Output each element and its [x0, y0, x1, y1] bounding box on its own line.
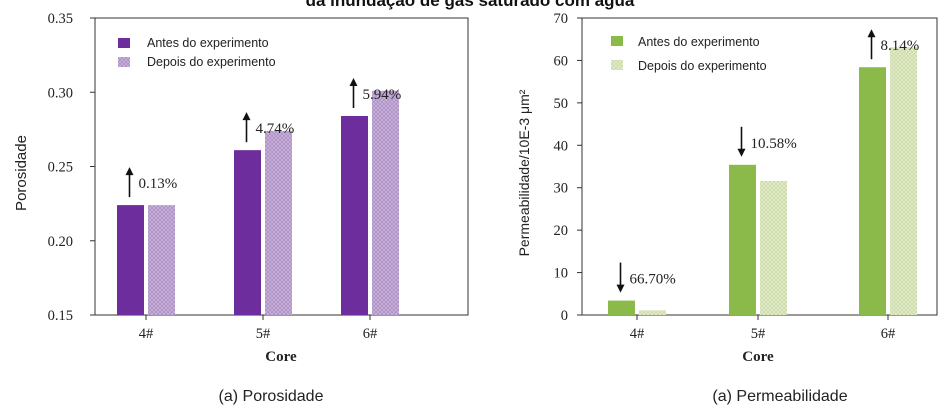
x-tick-label: 6# — [881, 326, 896, 342]
legend-label-after: Depois do experimento — [147, 55, 276, 69]
bar-after-6# — [890, 47, 917, 315]
y-tick-label: 40 — [554, 138, 569, 154]
arrow-up-icon — [125, 167, 134, 176]
chart-permeability-plot-frame — [581, 17, 938, 316]
bar-after-4# — [148, 205, 175, 315]
y-tick-label: 70 — [554, 11, 569, 27]
chart-permeability-xticks: 4# 5# 6# — [630, 315, 896, 342]
annotation-label: 66.70% — [630, 272, 676, 288]
y-tick-label: 0.15 — [48, 308, 73, 324]
chart-porosity-yticks: 0.15 0.20 0.25 0.30 0.35 — [48, 11, 95, 324]
bar-after-4# — [639, 310, 666, 315]
x-tick-label: 6# — [363, 326, 378, 342]
chart-permeability-xlabel: Core — [742, 349, 774, 365]
arrow-down-icon — [737, 148, 746, 157]
annotation-label: 8.14% — [881, 38, 920, 54]
bar-before-4# — [608, 300, 635, 315]
bar-before-5# — [234, 150, 261, 315]
chart-porosity-ylabel: Porosidade — [13, 135, 30, 211]
chart-permeability-yticks: 0 10 20 30 40 50 60 70 — [554, 11, 582, 324]
x-tick-label: 4# — [139, 326, 154, 342]
bar-after-6# — [372, 90, 399, 315]
chart-porosity-xticks: 4# 5# 6# — [139, 315, 378, 342]
arrow-up-icon — [242, 112, 251, 121]
legend-label-before: Antes do experimento — [638, 35, 760, 49]
chart-porosity-legend: Antes do experimento Depois do experimen… — [118, 36, 276, 69]
legend-swatch-before — [611, 36, 623, 46]
chart-permeability-annotations: 66.70% 10.58% 8.14% — [616, 29, 920, 293]
legend-swatch-before — [118, 38, 130, 48]
chart-permeability-bars — [608, 47, 917, 316]
annotation-label: 5.94% — [363, 87, 402, 103]
y-tick-label: 10 — [554, 266, 569, 282]
chart-porosity-xlabel: Core — [265, 349, 297, 365]
bar-before-5# — [729, 164, 756, 315]
y-tick-label: 0.30 — [48, 85, 73, 101]
annotation-label: 4.74% — [256, 121, 295, 137]
chart-permeability-caption: (a) Permeabilidade — [712, 388, 847, 405]
legend-swatch-after — [118, 57, 130, 67]
y-tick-label: 0.25 — [48, 160, 73, 176]
y-tick-label: 0 — [561, 308, 568, 324]
y-tick-label: 0.35 — [48, 11, 73, 27]
y-tick-label: 0.20 — [48, 234, 73, 250]
chart-permeability-ylabel: Permeabilidade/10E-3 μm² — [516, 89, 532, 256]
chart-porosity-bars — [117, 90, 399, 315]
y-tick-label: 20 — [554, 223, 569, 239]
bar-before-6# — [341, 116, 368, 315]
arrow-down-icon — [616, 284, 625, 293]
chart-porosity: Porosidade 0.15 0.20 0.25 0.30 0.35 0.13% 4.7… — [13, 11, 469, 405]
bar-after-5# — [265, 130, 292, 315]
y-tick-label: 50 — [554, 96, 569, 112]
legend-label-after: Depois do experimento — [638, 59, 767, 73]
arrow-up-icon — [349, 78, 358, 87]
bar-before-4# — [117, 205, 144, 315]
x-tick-label: 5# — [256, 326, 271, 342]
bar-after-5# — [760, 180, 787, 315]
annotation-label: 0.13% — [139, 176, 178, 192]
y-tick-label: 60 — [554, 53, 569, 69]
x-tick-label: 4# — [630, 326, 645, 342]
annotation-label: 10.58% — [751, 136, 797, 152]
legend-swatch-after — [611, 60, 623, 70]
chart-porosity-caption: (a) Porosidade — [219, 388, 324, 405]
x-tick-label: 5# — [751, 326, 766, 342]
arrow-up-icon — [867, 29, 876, 38]
y-tick-label: 30 — [554, 181, 569, 197]
legend-label-before: Antes do experimento — [147, 36, 269, 50]
bar-before-6# — [859, 67, 886, 316]
chart-permeability: Permeabilidade/10E-3 μm² 0 10 20 30 40 50 60 70… — [516, 11, 938, 405]
chart-porosity-annotations: 0.13% 4.74% 5.94% — [125, 78, 402, 198]
chart-permeability-legend: Antes do experimento Depois do experimen… — [611, 35, 767, 73]
page-title: da inundação de gás saturado com água — [306, 0, 635, 10]
